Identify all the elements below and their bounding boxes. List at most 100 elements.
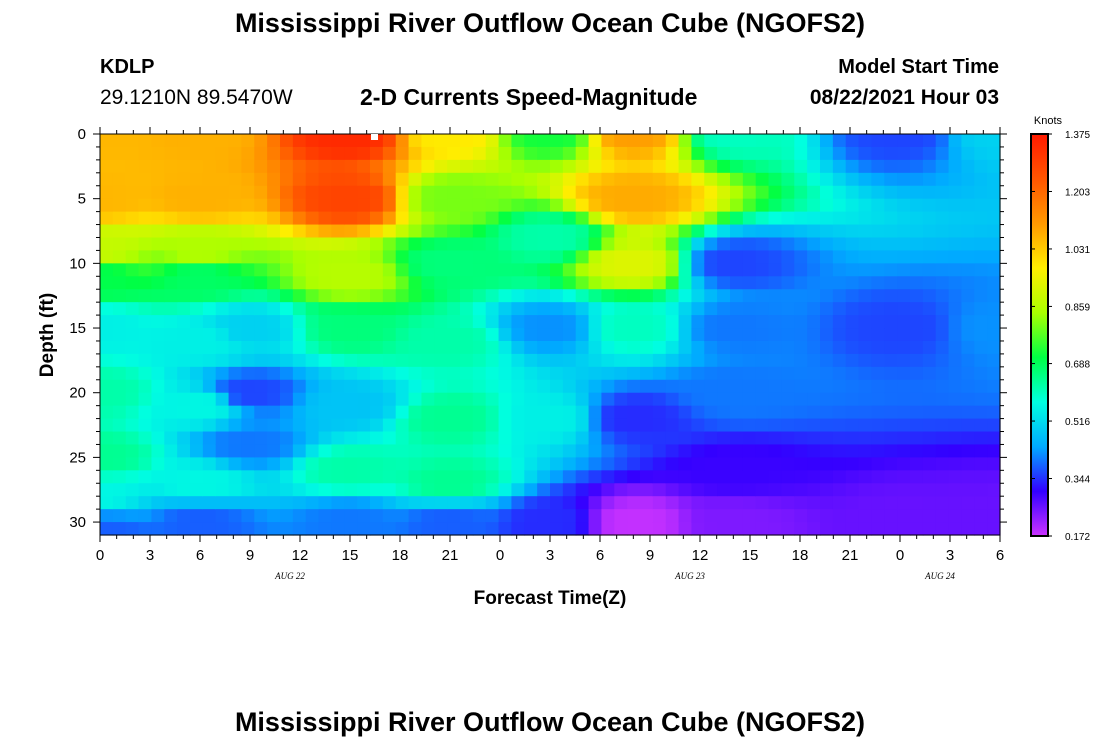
heatmap-cell xyxy=(807,431,821,446)
heatmap-cell xyxy=(138,522,153,536)
heatmap-cell xyxy=(614,340,628,355)
heatmap-cell xyxy=(344,366,358,381)
heatmap-cell xyxy=(151,431,165,446)
heatmap-cell xyxy=(125,509,140,523)
heatmap-cell xyxy=(897,185,911,200)
heatmap-cell xyxy=(357,185,371,200)
heatmap-cell xyxy=(871,185,885,200)
heatmap-cell xyxy=(562,134,577,148)
heatmap-cell xyxy=(652,211,667,226)
heatmap-cell xyxy=(704,392,718,407)
heatmap-cell xyxy=(164,289,178,303)
heatmap-cells xyxy=(100,134,1001,536)
heatmap-cell xyxy=(215,146,230,161)
heatmap-cell xyxy=(331,211,345,226)
heatmap-cell xyxy=(421,185,435,200)
heatmap-cell xyxy=(421,444,435,458)
heatmap-cell xyxy=(730,263,744,277)
heatmap-cell xyxy=(627,392,641,407)
heatmap-cell xyxy=(935,185,950,200)
heatmap-cell xyxy=(601,289,615,303)
heatmap-cell xyxy=(614,366,628,381)
heatmap-cell xyxy=(652,431,667,446)
heatmap-cell xyxy=(935,224,950,239)
heatmap-cell xyxy=(794,405,808,420)
heatmap-cell xyxy=(267,457,281,471)
heatmap-cell xyxy=(755,418,770,433)
heatmap-cell xyxy=(202,159,217,174)
heatmap-cell xyxy=(974,509,988,523)
heatmap-cell xyxy=(820,263,834,277)
heatmap-cell xyxy=(871,328,885,342)
heatmap-cell xyxy=(717,315,731,329)
heatmap-cell xyxy=(614,483,628,497)
heatmap-cell xyxy=(961,509,975,523)
heatmap-cell xyxy=(485,483,500,497)
heatmap-cell xyxy=(408,134,423,148)
heatmap-cell xyxy=(331,237,345,252)
heatmap-cell xyxy=(344,328,358,342)
heatmap-cell xyxy=(100,276,114,290)
heatmap-cell xyxy=(305,276,320,290)
heatmap-cell xyxy=(652,198,667,213)
heatmap-cell xyxy=(948,509,963,523)
heatmap-cell xyxy=(832,340,847,355)
heatmap-cell xyxy=(665,276,680,290)
heatmap-cell xyxy=(871,289,885,303)
heatmap-cell xyxy=(858,134,873,148)
heatmap-cell xyxy=(768,366,783,381)
heatmap-cell xyxy=(447,315,461,329)
heatmap-cell xyxy=(524,289,538,303)
heatmap-cell xyxy=(575,340,590,355)
heatmap-cell xyxy=(871,172,885,187)
heatmap-cell xyxy=(922,250,937,264)
heatmap-cell xyxy=(305,379,320,394)
heatmap-cell xyxy=(832,496,847,510)
heatmap-cell xyxy=(318,263,333,277)
heatmap-cell xyxy=(730,134,744,148)
heatmap-cell xyxy=(138,134,153,148)
heatmap-cell xyxy=(138,237,153,252)
heatmap-cell xyxy=(408,379,423,394)
heatmap-cell xyxy=(305,340,320,355)
heatmap-cell xyxy=(961,276,975,290)
heatmap-cell xyxy=(665,392,680,407)
heatmap-cell xyxy=(678,185,693,200)
heatmap-cell xyxy=(112,418,127,433)
heatmap-cell xyxy=(421,276,435,290)
heatmap-cell xyxy=(370,366,384,381)
heatmap-cell xyxy=(395,159,410,174)
heatmap-cell xyxy=(588,444,603,458)
heatmap-cell xyxy=(665,211,680,226)
heatmap-cell xyxy=(845,483,860,497)
heatmap-cell xyxy=(100,198,114,213)
heatmap-cell xyxy=(447,522,461,536)
heatmap-cell xyxy=(151,470,165,484)
heatmap-cell xyxy=(897,470,911,484)
heatmap-cell xyxy=(550,509,564,523)
heatmap-cell xyxy=(987,185,1001,200)
heatmap-cell xyxy=(190,172,204,187)
heatmap-cell xyxy=(177,211,191,226)
heatmap-cell xyxy=(215,224,230,239)
heatmap-cell xyxy=(498,289,513,303)
heatmap-cell xyxy=(858,431,873,446)
heatmap-cell xyxy=(498,379,513,394)
heatmap-cell xyxy=(974,444,988,458)
heatmap-cell xyxy=(820,146,834,161)
heatmap-cell xyxy=(768,237,783,252)
heatmap-cell xyxy=(280,185,294,200)
heatmap-cell xyxy=(485,237,500,252)
heatmap-cell xyxy=(318,302,333,316)
heatmap-cell xyxy=(781,134,795,148)
heatmap-cell xyxy=(100,522,114,536)
heatmap-cell xyxy=(922,276,937,290)
heatmap-cell xyxy=(421,392,435,407)
heatmap-cell xyxy=(395,340,410,355)
heatmap-cell xyxy=(575,198,590,213)
heatmap-cell xyxy=(627,302,641,316)
heatmap-cell xyxy=(241,457,255,471)
heatmap-cell xyxy=(498,302,513,316)
heatmap-cell xyxy=(485,366,500,381)
heatmap-cell xyxy=(112,198,127,213)
